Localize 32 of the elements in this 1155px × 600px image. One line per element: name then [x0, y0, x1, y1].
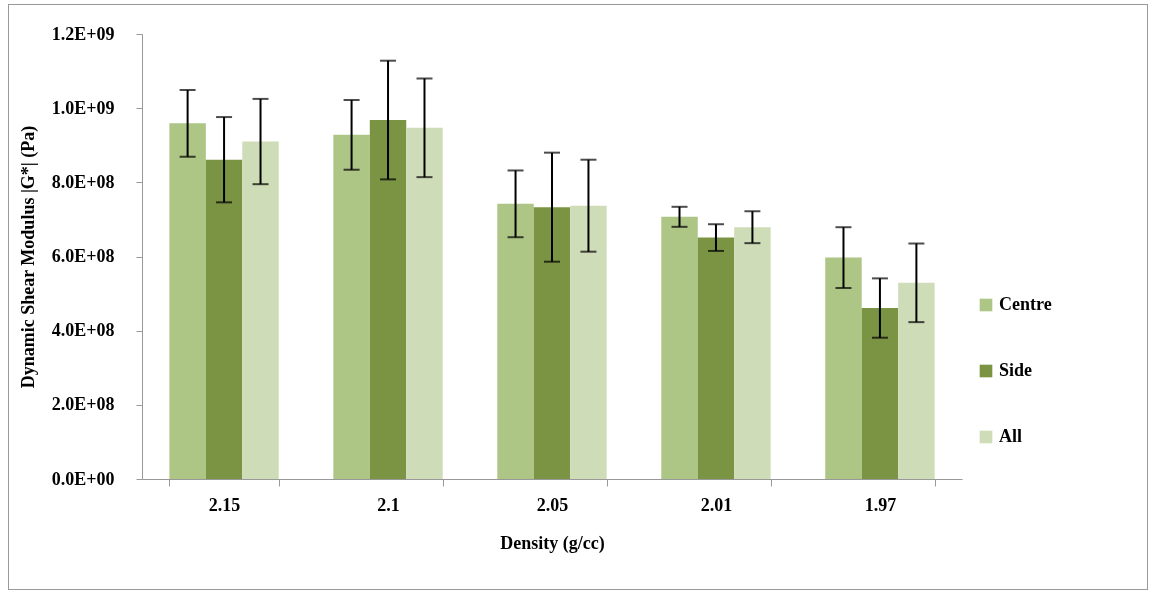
y-tick-label: 6.0E+08	[51, 246, 115, 266]
bar	[242, 141, 279, 479]
bar	[570, 205, 607, 479]
y-tick-label: 8.0E+08	[51, 171, 115, 192]
y-tick-label: 1.2E+09	[51, 23, 115, 44]
x-tick-label: 2.1	[377, 494, 400, 515]
legend-label: All	[999, 426, 1023, 446]
x-tick-label: 2.01	[700, 494, 733, 515]
bar	[697, 237, 735, 479]
legend-label: Side	[999, 360, 1033, 380]
x-tick-label: 1.97	[864, 494, 897, 515]
x-axis-title: Density (g/cc)	[500, 532, 605, 554]
bar	[661, 216, 698, 479]
x-tick-label: 2.05	[536, 494, 569, 515]
y-tick-label: 2.0E+08	[51, 394, 115, 415]
bar	[734, 227, 771, 479]
bar	[898, 282, 935, 479]
bar	[406, 127, 443, 479]
y-tick-label: 0.0E+00	[51, 468, 115, 489]
bar	[169, 123, 206, 479]
bar	[497, 203, 534, 479]
y-axis-title: Dynamic Shear Modulus |G*| (Pa)	[17, 125, 39, 389]
y-tick-label: 1.0E+09	[51, 97, 115, 118]
bar	[861, 308, 899, 479]
bar	[333, 134, 370, 479]
x-tick-label: 2.15	[208, 494, 241, 515]
bar	[205, 159, 243, 479]
bar	[369, 120, 407, 479]
y-tick-label: 4.0E+08	[51, 320, 115, 341]
bar	[533, 207, 571, 479]
legend-label: Centre	[999, 294, 1052, 314]
bar	[825, 257, 862, 479]
